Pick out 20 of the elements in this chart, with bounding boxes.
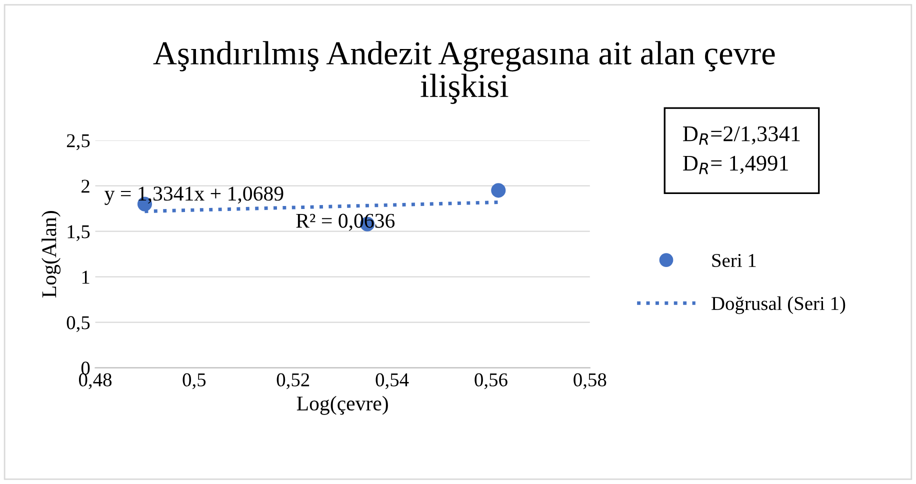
text: D$_{R}$=2/1,3341 D$_{R}$= 1,4991 [683,126,800,174]
legend-label: Seri 1 [712,254,756,268]
x-axis-title: Log(çevre) [296,396,388,415]
y-axis-title: Log(Alan) [42,211,61,298]
x-tick-label: 0,5 [182,373,206,390]
point [491,183,506,198]
y-tick-label: 0 [81,362,90,375]
annotation: y = 1,3341x + 1,0689 [104,186,284,205]
legend-label: Doğrusal (Seri 1) [712,296,846,314]
x-tick-label: 0,48 [78,373,112,390]
x-tick-label: 0,54 [376,373,409,390]
chart-title: Aşındırılmış Andezit Agregasına ait alan çevre ilişkisi [153,41,775,104]
y-tick-label: 2,5 [66,134,90,150]
y-tick-label: 1,5 [68,225,90,242]
y-tick-label: 2 [82,180,90,193]
y-tick-label: 0,5 [66,316,90,332]
x-tick-label: 0,52 [276,373,310,390]
y-tick-label: 1 [82,270,90,284]
x-tick-label: 0,58 [574,373,606,390]
x-tick-label: 0,56 [474,373,508,390]
